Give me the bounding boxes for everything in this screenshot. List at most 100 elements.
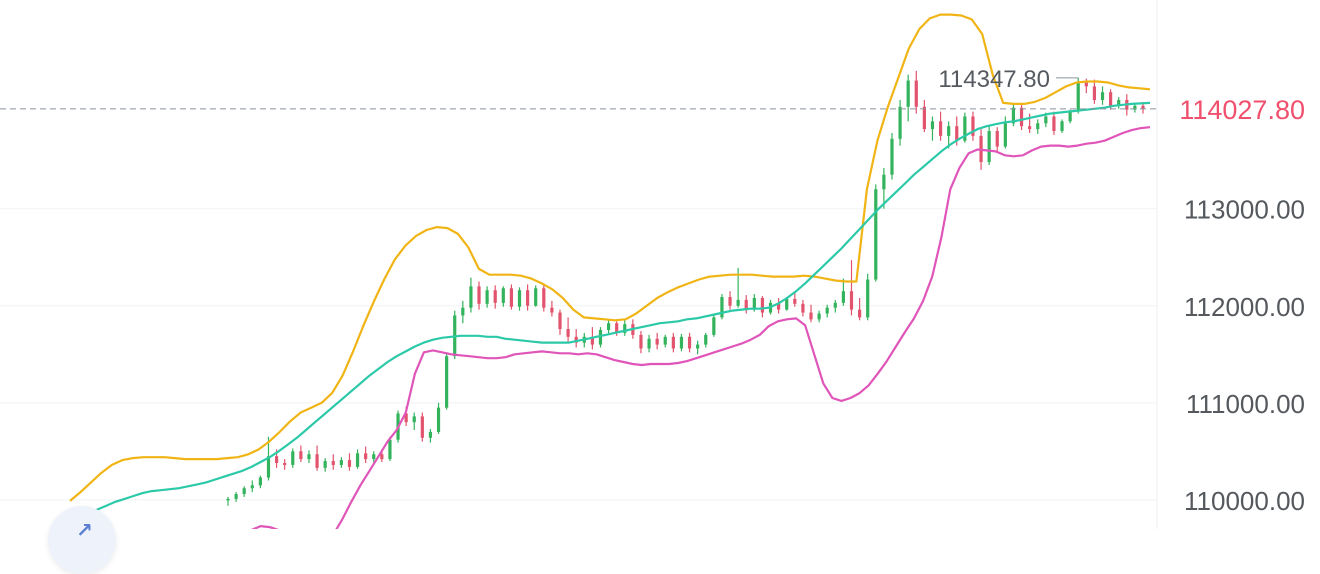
- candle-body: [380, 454, 384, 460]
- candle-body: [372, 454, 376, 460]
- candle-body: [930, 121, 935, 130]
- candle-body: [785, 298, 789, 310]
- candle-body: [696, 344, 700, 349]
- candle-body: [906, 80, 910, 107]
- candle-body: [550, 307, 554, 313]
- candle-body: [509, 288, 514, 307]
- candle-body: [315, 454, 319, 468]
- candle-body: [720, 297, 724, 318]
- y-tick-label: 111000.00: [1186, 389, 1305, 419]
- candle-body: [242, 488, 246, 495]
- candle-body: [712, 317, 716, 335]
- candle-body: [882, 174, 886, 190]
- candle-body: [1084, 82, 1088, 87]
- candle-body: [874, 189, 878, 280]
- candle-body: [274, 456, 279, 463]
- candle-body: [1133, 105, 1137, 110]
- candle-body: [963, 116, 967, 141]
- candle-body: [331, 461, 335, 465]
- candle-body: [526, 290, 530, 306]
- candlestick-chart: 114027.80 114347.80 113000.00 112000.00 11…: [0, 0, 1305, 529]
- candle-body: [647, 338, 651, 349]
- candle-body: [825, 307, 829, 314]
- candle-body: [250, 485, 254, 489]
- high-price-label: 114347.80: [938, 66, 1050, 93]
- candle-body: [1141, 105, 1145, 109]
- candle-body: [914, 80, 918, 107]
- indicator-lines: [69, 13, 1151, 529]
- candle-body: [501, 288, 505, 303]
- indicator-line: [69, 101, 1151, 523]
- candle-body: [307, 454, 311, 460]
- candle-body: [922, 106, 926, 130]
- current-price-label: 114027.80: [1179, 95, 1305, 125]
- candle-body: [995, 131, 999, 147]
- candle-body: [760, 297, 765, 313]
- candle-body: [598, 330, 603, 345]
- y-tick-label: 112000.00: [1184, 292, 1305, 322]
- candle-body: [1117, 99, 1121, 106]
- candle-body: [704, 334, 708, 345]
- candle-body: [347, 460, 352, 467]
- arrow-icon: ↗: [76, 520, 93, 542]
- candle-body: [1109, 92, 1113, 106]
- candle-body: [728, 297, 732, 306]
- indicator-line: [251, 126, 1151, 529]
- candle-body: [1100, 92, 1105, 100]
- candle-body: [485, 290, 489, 304]
- candle-body: [809, 312, 813, 320]
- candle-body: [833, 302, 837, 308]
- candle-body: [866, 279, 870, 318]
- candle-body: [445, 356, 449, 408]
- candle-body: [639, 334, 643, 349]
- candle-body: [404, 413, 408, 423]
- candle-body: [1003, 123, 1007, 147]
- indicator-line: [69, 13, 1151, 502]
- candle-body: [752, 297, 756, 310]
- floating-action-button[interactable]: ↗: [48, 506, 116, 574]
- candle-body: [428, 431, 433, 438]
- candle-body: [623, 324, 627, 333]
- y-axis: 113000.00 112000.00 111000.00 110000.00: [1184, 195, 1305, 516]
- candle-body: [671, 336, 675, 349]
- y-tick-label: 113000.00: [1184, 195, 1305, 225]
- candle-body: [1076, 82, 1080, 112]
- candle-body: [606, 323, 611, 331]
- candle-body: [355, 453, 360, 467]
- candle-body: [890, 138, 894, 175]
- candle-body: [947, 126, 951, 136]
- candle-body: [898, 106, 902, 139]
- candle-body: [687, 336, 692, 349]
- candle-body: [469, 286, 473, 308]
- candle-body: [590, 336, 594, 345]
- candle-body: [258, 477, 262, 486]
- candle-body: [1052, 116, 1056, 132]
- candle-body: [1068, 111, 1072, 122]
- candle-body: [566, 329, 570, 337]
- candle-body: [857, 309, 862, 318]
- candle-body: [412, 416, 416, 423]
- candle-body: [1019, 107, 1024, 127]
- candle-body: [793, 298, 797, 304]
- candle-body: [841, 291, 845, 303]
- candle-body: [226, 498, 230, 501]
- candle-body: [1028, 126, 1032, 130]
- candle-body: [744, 299, 748, 310]
- candles: [226, 70, 1145, 506]
- candle-body: [517, 290, 522, 307]
- candle-body: [364, 453, 368, 460]
- candle-body: [283, 462, 287, 465]
- candle-body: [817, 313, 821, 320]
- candle-body: [1092, 86, 1097, 100]
- candle-body: [1011, 107, 1016, 124]
- candle-body: [291, 451, 295, 465]
- candle-body: [615, 323, 619, 333]
- candle-body: [234, 494, 238, 499]
- candle-body: [323, 461, 327, 468]
- candle-body: [299, 451, 303, 460]
- candle-body: [1044, 116, 1048, 124]
- candle-body: [1036, 123, 1040, 130]
- candle-body: [655, 338, 659, 345]
- candle-body: [477, 286, 481, 304]
